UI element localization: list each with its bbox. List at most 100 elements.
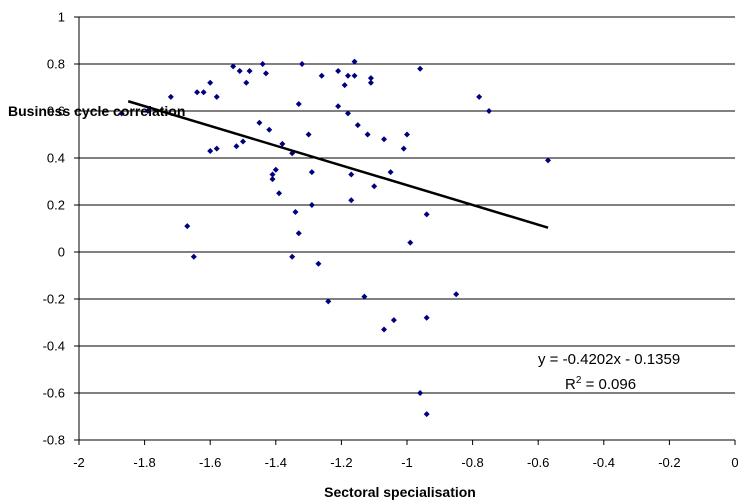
data-point	[269, 176, 276, 183]
x-tick-label: -1.6	[199, 455, 221, 470]
data-point	[348, 197, 355, 204]
x-tick-label: -1.8	[133, 455, 155, 470]
y-tick-label: -0.2	[43, 292, 65, 307]
r-squared-label: R2 = 0.096	[565, 375, 636, 393]
data-point	[269, 171, 276, 178]
data-point	[308, 169, 315, 176]
x-axis-title: Sectoral specialisation	[324, 484, 476, 500]
data-point	[292, 209, 299, 216]
data-points	[118, 58, 552, 418]
data-point	[289, 253, 296, 260]
data-point	[200, 89, 207, 96]
data-point	[367, 75, 374, 82]
data-point	[545, 157, 552, 164]
data-point	[361, 293, 368, 300]
data-point	[207, 79, 214, 86]
data-point	[144, 108, 151, 114]
y-axis-ticks: 1 0.8 0.6 0.4 0.2 0 -0.2 -0.4 -0.6 -0.8	[43, 10, 79, 448]
data-point	[230, 63, 237, 70]
data-point	[318, 72, 325, 79]
y-tick-label: 1	[58, 10, 65, 25]
data-point	[351, 72, 358, 79]
data-point	[417, 65, 424, 72]
data-point	[486, 108, 492, 114]
data-point	[423, 411, 430, 418]
data-point	[335, 68, 342, 75]
data-point	[207, 147, 214, 154]
data-point	[400, 145, 407, 152]
data-point	[276, 190, 283, 197]
plot-area	[78, 17, 735, 441]
y-tick-label: 0.4	[47, 151, 65, 166]
data-point	[299, 61, 306, 67]
x-tick-label: -2	[73, 455, 85, 470]
x-tick-label: -0.2	[658, 455, 680, 470]
data-point	[246, 68, 253, 75]
data-point	[381, 136, 388, 143]
y-tick-label: -0.4	[43, 339, 65, 354]
data-point	[256, 119, 263, 126]
data-point	[325, 298, 332, 305]
x-tick-label: -1	[401, 455, 413, 470]
data-point	[262, 70, 269, 77]
data-point	[371, 183, 378, 190]
r-squared-superscript: 2	[576, 375, 582, 386]
x-tick-label: -0.8	[461, 455, 483, 470]
data-point	[190, 253, 197, 260]
x-tick-label: -0.4	[593, 455, 615, 470]
data-point	[423, 314, 430, 321]
data-point	[305, 131, 312, 138]
data-point	[407, 239, 414, 246]
data-point	[417, 390, 424, 396]
data-point	[348, 171, 355, 178]
data-point	[476, 93, 483, 100]
data-point	[344, 110, 351, 117]
data-point	[344, 72, 351, 79]
data-point	[351, 58, 358, 65]
data-point	[381, 326, 388, 333]
y-tick-label: 0.6	[47, 104, 65, 119]
data-point	[354, 122, 361, 129]
data-point	[213, 93, 220, 100]
data-point	[272, 166, 279, 173]
data-point	[233, 143, 240, 150]
data-point	[194, 89, 201, 96]
y-tick-label: 0	[58, 245, 65, 260]
data-point	[167, 93, 174, 100]
data-point	[213, 145, 220, 152]
x-tick-label: -0.6	[527, 455, 549, 470]
data-point	[335, 103, 342, 110]
y-tick-label: 0.8	[47, 57, 65, 72]
data-point	[259, 61, 266, 67]
data-point	[236, 68, 243, 75]
data-point	[240, 138, 246, 145]
data-point	[367, 79, 374, 86]
y-tick-label: -0.6	[43, 386, 65, 401]
y-tick-label: 0.2	[47, 198, 65, 213]
trendline-equation: y = -0.4202x - 0.1359	[538, 351, 680, 368]
y-axis-title: Business cycle correlation	[8, 103, 185, 119]
data-point	[295, 100, 302, 107]
y-tick-label: -0.8	[43, 433, 65, 448]
grid-lines	[79, 16, 735, 394]
data-point	[390, 317, 397, 324]
data-point	[315, 260, 322, 267]
data-point	[308, 202, 315, 208]
data-point	[118, 110, 125, 117]
data-point	[184, 223, 191, 230]
data-point	[266, 126, 273, 133]
x-tick-label: -1.2	[330, 455, 352, 470]
trendline	[127, 100, 549, 229]
data-point	[279, 140, 286, 147]
data-point	[295, 230, 302, 237]
data-point	[243, 79, 250, 86]
data-point	[423, 211, 430, 218]
x-tick-label: -1.4	[265, 455, 287, 470]
data-point	[404, 131, 410, 138]
r-squared-r: R	[565, 376, 576, 393]
data-point	[453, 291, 460, 298]
data-point	[341, 82, 348, 89]
x-axis-ticks: -2 -1.8 -1.6 -1.4 -1.2 -1 -0.8 -0.6 -0.4 -0.2 0	[73, 440, 739, 470]
x-tick-label: 0	[731, 455, 738, 470]
